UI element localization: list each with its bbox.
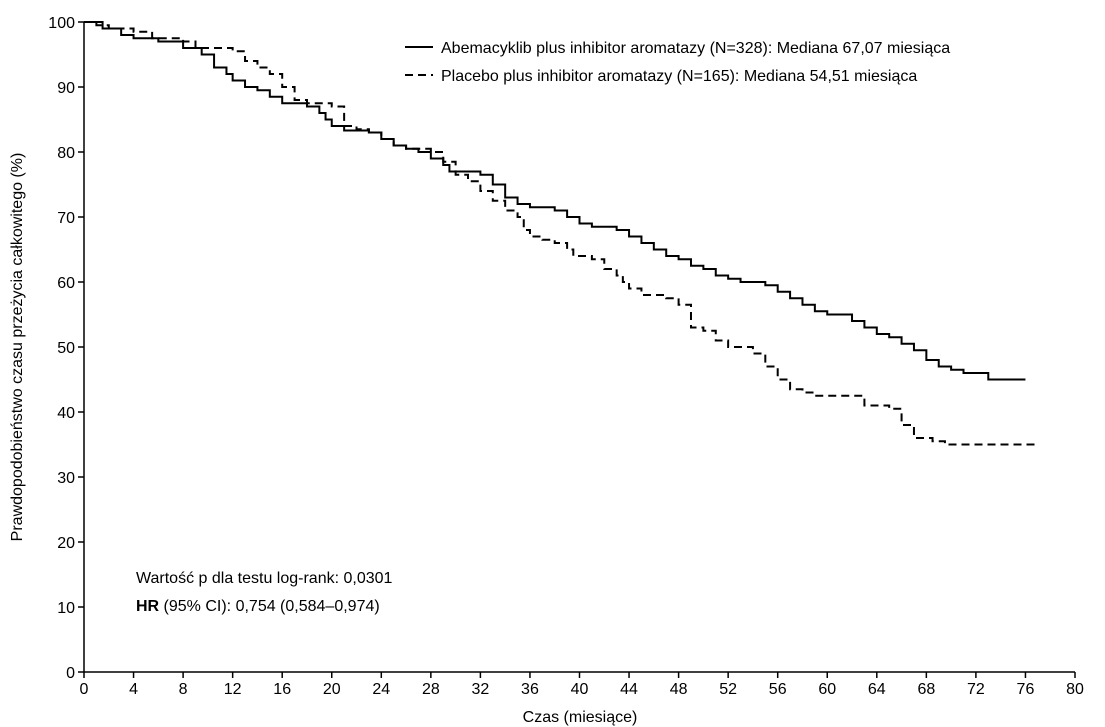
- x-tick-label: 28: [422, 681, 440, 698]
- y-axis-label: Prawdopodobieństwo czasu przeżycia całko…: [9, 153, 26, 542]
- x-tick-label: 52: [719, 681, 737, 698]
- annotation-bold: HR: [136, 598, 160, 615]
- legend-label: Abemacyklib plus inhibitor aromatazy (N=…: [441, 40, 950, 57]
- legend-label: Placebo plus inhibitor aromatazy (N=165)…: [441, 68, 917, 85]
- annotation-text: (95% CI): 0,754 (0,584–0,974): [159, 598, 380, 615]
- x-tick-label: 8: [179, 681, 188, 698]
- y-tick-label: 80: [57, 145, 75, 162]
- x-tick-label: 12: [224, 681, 242, 698]
- y-tick-label: 90: [57, 80, 75, 97]
- annotation-text: Wartość p dla testu log-rank: 0,0301: [136, 570, 393, 587]
- x-tick-label: 76: [1017, 681, 1035, 698]
- x-tick-label: 56: [769, 681, 787, 698]
- x-tick-label: 60: [818, 681, 836, 698]
- x-tick-label: 32: [472, 681, 490, 698]
- x-tick-label: 48: [670, 681, 688, 698]
- y-tick-label: 60: [57, 275, 75, 292]
- x-tick-label: 24: [372, 681, 390, 698]
- survival-curve: [84, 21, 1038, 446]
- x-tick-label: 4: [129, 681, 138, 698]
- y-tick-label: 70: [57, 210, 75, 227]
- x-tick-label: 16: [273, 681, 291, 698]
- survival-curve: [84, 21, 1026, 381]
- annotation: HR (95% CI): 0,754 (0,584–0,974): [136, 598, 380, 615]
- x-tick-label: 36: [521, 681, 539, 698]
- x-tick-label: 64: [868, 681, 886, 698]
- x-tick-label: 68: [917, 681, 935, 698]
- y-tick-label: 30: [57, 470, 75, 487]
- y-tick-label: 100: [48, 15, 75, 32]
- y-tick-label: 50: [57, 340, 75, 357]
- x-tick-label: 40: [571, 681, 589, 698]
- x-tick-label: 72: [967, 681, 985, 698]
- y-tick-label: 20: [57, 535, 75, 552]
- y-tick-label: 10: [57, 600, 75, 617]
- x-tick-label: 80: [1066, 681, 1084, 698]
- y-tick-label: 40: [57, 405, 75, 422]
- x-tick-label: 20: [323, 681, 341, 698]
- y-tick-label: 0: [66, 665, 75, 682]
- x-tick-label: 0: [80, 681, 89, 698]
- x-axis-label: Czas (miesiące): [523, 709, 638, 726]
- annotation: Wartość p dla testu log-rank: 0,0301: [136, 570, 393, 587]
- x-tick-label: 44: [620, 681, 638, 698]
